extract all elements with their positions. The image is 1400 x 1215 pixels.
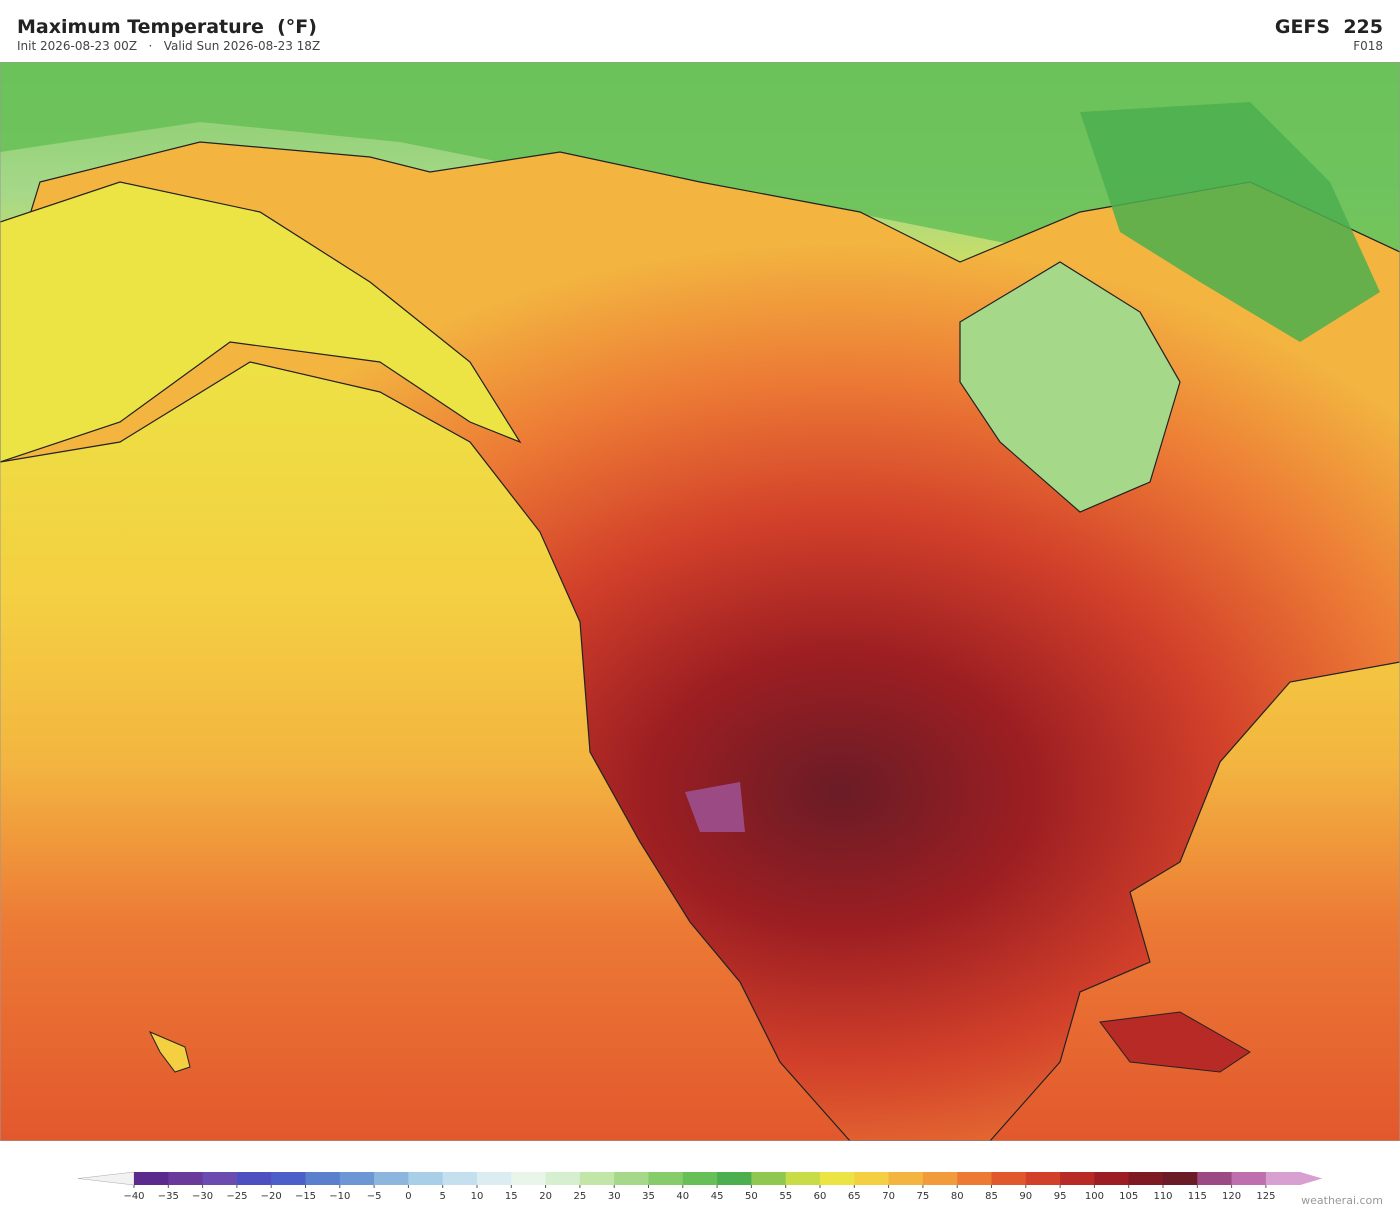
tick-label: 45 [711, 1191, 724, 1200]
colorbar-bin [888, 1172, 924, 1185]
colorbar-bin [922, 1172, 958, 1185]
tick-label: −5 [367, 1191, 382, 1200]
tick-label: 80 [951, 1191, 964, 1200]
forecast-hour: F018 [1353, 39, 1383, 53]
colorbar-bin [1060, 1172, 1095, 1185]
colorbar-bin [1265, 1172, 1301, 1185]
colorbar-bin [820, 1172, 855, 1185]
tick-label: 50 [745, 1191, 758, 1200]
colorbar-bin [579, 1172, 615, 1185]
colorbar-bin [545, 1172, 581, 1185]
colorbar-bin [1231, 1172, 1267, 1185]
colorbar-bin [682, 1172, 718, 1185]
tick-label: 0 [405, 1191, 411, 1200]
colorbar-bin [477, 1172, 512, 1185]
tick-label: −40 [123, 1191, 144, 1200]
tick-label: −15 [295, 1191, 316, 1200]
tick-label: 40 [676, 1191, 689, 1200]
arctic-islands [1080, 102, 1380, 342]
colorbar-bin [442, 1172, 478, 1185]
model: GEFS 225 [1274, 16, 1383, 38]
colorbar-bin [408, 1172, 444, 1185]
header: Maximum Temperature (°F) Init 2026-08-23… [0, 0, 1400, 62]
colorbar-bin [614, 1172, 649, 1185]
credit: weatherai.com [1301, 1194, 1383, 1207]
extend-under [77, 1171, 135, 1186]
tick-label: 65 [848, 1191, 861, 1200]
colorbar-bin [991, 1172, 1027, 1185]
hudson-bay [959, 261, 1181, 513]
colorbar-bin [271, 1172, 306, 1185]
tick-label: 5 [440, 1191, 446, 1200]
tick-label: 75 [917, 1191, 930, 1200]
tick-label: −30 [192, 1191, 213, 1200]
alaska [0, 181, 522, 463]
colorbar: −40 −35 −30 −25 −20 −15 −10 −5 0 5 10 15 20 25 30 35 40 4… [77, 1171, 1323, 1200]
colorbar-bin [236, 1172, 272, 1185]
hawaii [148, 1031, 191, 1073]
colorbar-bin [957, 1172, 992, 1185]
colorbar-bin [648, 1172, 684, 1185]
tick-label: 20 [539, 1191, 552, 1200]
colorbar-bin [785, 1172, 821, 1185]
colorbar-bin [1094, 1172, 1130, 1185]
tick-label: 70 [882, 1191, 895, 1200]
tick-label: 85 [985, 1191, 998, 1200]
extend-over [1300, 1172, 1323, 1185]
tick-label: 15 [505, 1191, 518, 1200]
tick-label: 55 [779, 1191, 792, 1200]
colorbar-bin [511, 1172, 547, 1185]
tick-label: −20 [261, 1191, 282, 1200]
colorbar-bin [339, 1172, 375, 1185]
tick-label: 125 [1256, 1191, 1275, 1200]
tick-label: 90 [1019, 1191, 1032, 1200]
tick-label: 115 [1188, 1191, 1207, 1200]
colorbar-bin [1128, 1172, 1164, 1185]
tick-label: 10 [471, 1191, 484, 1200]
tick-label: 60 [814, 1191, 827, 1200]
tick-label: 100 [1085, 1191, 1104, 1200]
colorbar-bin [751, 1172, 787, 1185]
tick-label: −35 [158, 1191, 179, 1200]
tick-label: 30 [608, 1191, 621, 1200]
tick-label: −10 [329, 1191, 350, 1200]
colorbar-bin [374, 1172, 409, 1185]
title: Maximum Temperature (°F) [17, 16, 317, 38]
colorbar-bin [1163, 1172, 1198, 1185]
colorbar-bin [1197, 1172, 1233, 1185]
tick-label: 105 [1119, 1191, 1138, 1200]
tick-label: 25 [574, 1191, 587, 1200]
colorbar-bin [202, 1172, 238, 1185]
hot-spot [685, 782, 745, 832]
tick-label: −25 [226, 1191, 247, 1200]
tick-label: 35 [642, 1191, 655, 1200]
colorbar-bin [134, 1172, 169, 1185]
tick-label: 120 [1222, 1191, 1241, 1200]
tick-label: 110 [1153, 1191, 1172, 1200]
tick-label: 95 [1054, 1191, 1067, 1200]
arctic [0, 62, 1400, 362]
map [0, 62, 1400, 1141]
colorbar-bin [717, 1172, 752, 1185]
caribbean [1099, 1011, 1251, 1073]
colorbar-bin [168, 1172, 204, 1185]
colorbar-bin [854, 1172, 890, 1185]
colorbar-bin [305, 1172, 341, 1185]
subtitle: Init 2026-08-23 00Z · Valid Sun 2026-08-… [17, 39, 321, 53]
colorbar-bin [1025, 1172, 1061, 1185]
